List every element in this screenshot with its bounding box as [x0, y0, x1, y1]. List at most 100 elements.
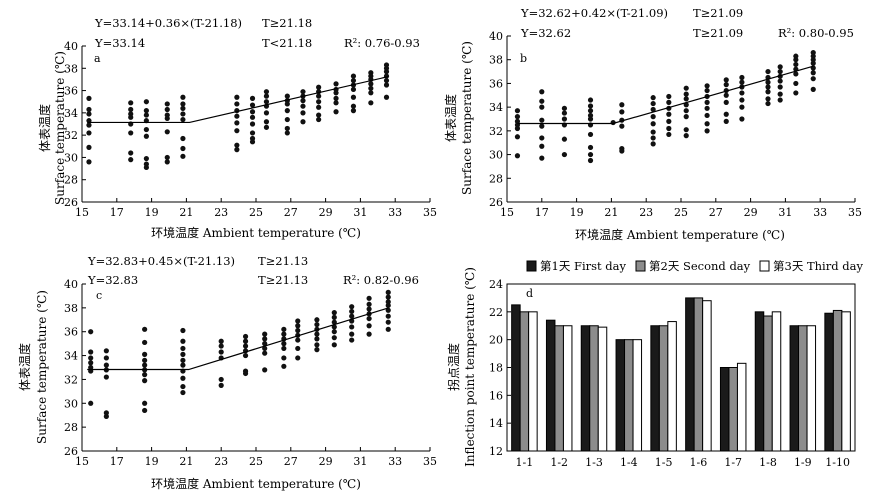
- panel-b-data-point: [723, 92, 729, 98]
- panel-d-bar: [728, 367, 738, 452]
- panel-c-data-point: [242, 338, 249, 344]
- panel-a-data-point: [368, 100, 374, 106]
- panel-d-bar: [528, 311, 538, 452]
- panel-b-data-point: [619, 123, 625, 129]
- panel-b-condition-upper: T≥21.09: [693, 6, 743, 20]
- panel-d-bar: [615, 339, 626, 452]
- panel-c-data-point: [262, 341, 268, 347]
- panel-b-x-tick-label: 21: [604, 206, 618, 219]
- panel-a-y-tick-label: 34: [64, 107, 78, 120]
- panel-a-x-tick-label: 19: [145, 206, 159, 219]
- panel-a-data-point: [234, 101, 240, 107]
- panel-d-legend-swatch: [759, 260, 770, 272]
- panel-c-ylabel-en: Surface temperature (℃): [35, 290, 49, 444]
- panel-c-data-point: [142, 326, 148, 332]
- panel-a-x-tick-label: 21: [179, 206, 193, 219]
- panel-b-data-point: [561, 116, 568, 122]
- panel-c-data-point: [314, 347, 320, 353]
- panel-a-data-point: [284, 130, 290, 136]
- panel-c-data-point: [180, 375, 186, 381]
- panel-b-data-point: [650, 100, 656, 107]
- panel-c-data-point: [366, 301, 372, 307]
- panel-a-data-point: [86, 111, 92, 117]
- panel-b-data-point: [683, 127, 689, 133]
- panel-a-data-point: [249, 95, 256, 101]
- panel-a-data-point: [333, 90, 339, 96]
- panel-a-data-point: [300, 103, 306, 109]
- panel-c-data-point: [262, 345, 268, 352]
- panel-c-data-point: [88, 400, 94, 406]
- panel-d-bar: [632, 339, 643, 452]
- panel-c-data-point: [88, 355, 94, 361]
- panel-b-data-point: [704, 83, 710, 89]
- panel-a-label: a: [94, 52, 101, 65]
- panel-a-data-point: [350, 86, 357, 93]
- panel-a-data-point: [143, 164, 149, 171]
- panel-c-data-point: [242, 352, 249, 359]
- panel-b-data-point: [810, 70, 816, 76]
- panel-c-data-point: [262, 336, 268, 342]
- panel-d-bar: [624, 339, 634, 452]
- panel-a-data-point: [180, 94, 186, 100]
- panel-c-x-tick-label: 19: [145, 455, 159, 468]
- panel-b-data-point: [650, 141, 656, 147]
- panel-b-data-point: [666, 111, 672, 117]
- panel-d-legend-label: 第1天 First day: [540, 259, 627, 273]
- panel-d-bar: [832, 309, 843, 452]
- panel-c-data-point: [103, 362, 109, 368]
- panel-b-data-point: [704, 121, 710, 127]
- panel-b-data-point: [739, 97, 745, 103]
- panel-b-data-point: [619, 102, 625, 108]
- panel-d-bar: [789, 325, 800, 452]
- panel-b-data-point: [777, 78, 783, 84]
- panel-b-data-point: [587, 151, 594, 158]
- panel-a-y-tick-label: 26: [64, 196, 78, 209]
- panel-c-data-point: [349, 308, 355, 315]
- panel-b-data-point: [739, 116, 745, 122]
- panel-a-data-point: [128, 114, 134, 120]
- panel-b-data-point: [514, 125, 521, 132]
- panel-a-data-point: [368, 85, 374, 91]
- panel-b-data-point: [793, 80, 799, 87]
- panel-c-data-point: [295, 337, 301, 343]
- panel-a-data-point: [350, 94, 357, 100]
- panel-a-data-point: [333, 81, 339, 87]
- panel-c-data-point: [281, 326, 287, 332]
- panel-a-data-point: [143, 155, 149, 162]
- panel-b-data-point: [561, 105, 568, 111]
- panel-b-data-point: [514, 153, 521, 159]
- panel-a-data-point: [249, 114, 256, 120]
- panel-b-y-tick-label: 30: [489, 149, 503, 162]
- panel-c-r-squared: R²: 0.82-0.96: [343, 273, 419, 287]
- panel-b-data-point: [739, 104, 745, 110]
- panel-a-data-point: [86, 159, 92, 165]
- panel-a-data-point: [316, 84, 322, 90]
- panel-b-x-tick-label: 27: [709, 206, 723, 219]
- panel-c-y-tick-label: 30: [64, 397, 78, 410]
- panel-a-data-point: [234, 128, 240, 134]
- panel-a-y-tick-label: 28: [64, 174, 78, 187]
- panel-a-data-point: [143, 108, 149, 114]
- panel-c-data-point: [314, 336, 320, 342]
- panel-a-data-point: [180, 135, 186, 142]
- panel-b-data-point: [739, 90, 745, 96]
- panel-b-data-point: [777, 97, 783, 103]
- panel-b-x-tick-label: 23: [639, 206, 653, 219]
- panel-a-plot-area: 15 17 19 21 23 25 27 29 31 33 35 26 28 30 32 34 36 38 40: [64, 40, 437, 219]
- panel-c-data-point: [385, 313, 391, 319]
- panel-b-data-point: [561, 151, 568, 158]
- panel-b-data-point: [683, 133, 689, 139]
- panel-c-x-tick-label: 33: [388, 455, 402, 468]
- panel-b-label: b: [520, 52, 527, 65]
- panel-c-data-point: [180, 338, 186, 344]
- panel-a-data-point: [128, 100, 134, 106]
- panel-b-x-tick-label: 17: [535, 206, 549, 219]
- panel-b-data-point: [666, 125, 672, 132]
- panel-c-x-tick-label: 27: [284, 455, 298, 468]
- panel-c-equation-plateau: Y=32.83: [87, 273, 138, 287]
- panel-c-data-point: [385, 289, 391, 295]
- panel-d-legend-label: 第3天 Third day: [773, 259, 863, 273]
- panel-c-data-point: [385, 302, 391, 309]
- panel-b-data-point: [704, 99, 710, 105]
- panel-a-xlabel: 环境温度 Ambient temperature (℃): [151, 225, 361, 240]
